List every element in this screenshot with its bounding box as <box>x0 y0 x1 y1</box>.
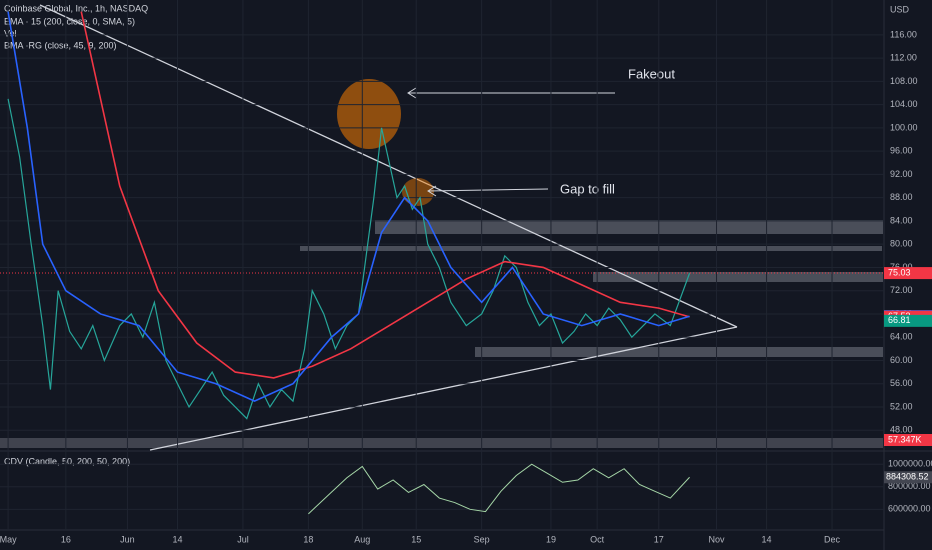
x-tick-label: Jun <box>120 534 135 544</box>
legend-title: Coinbase Global, Inc., 1h, NASDAQ <box>4 3 148 13</box>
y-tick-label: 72.00 <box>890 285 913 295</box>
annotation: Gap to fill <box>560 181 615 196</box>
trendline <box>39 4 738 328</box>
y-tick-label: 112.00 <box>890 53 917 63</box>
y-tick-label: 108.00 <box>890 76 918 86</box>
x-tick-label: 19 <box>546 534 556 544</box>
volume-zone <box>0 438 883 448</box>
zone <box>593 272 883 282</box>
x-tick-label: May <box>0 534 17 544</box>
x-tick-label: Jul <box>237 534 249 544</box>
x-tick-label: 16 <box>61 534 71 544</box>
y-tick-label: 64.00 <box>890 332 913 342</box>
y-tick-label: 600000.00 <box>888 504 931 514</box>
y-tick-label: 80.00 <box>890 239 913 249</box>
x-tick-label: Aug <box>354 534 370 544</box>
y-tick-label: 84.00 <box>890 215 913 225</box>
y-tick-label: 1000000.00 <box>888 459 932 469</box>
y-tick-label: 48.00 <box>890 425 913 435</box>
currency: USD <box>890 4 910 14</box>
y-tick-label: 60.00 <box>890 355 913 365</box>
y-tick-label: 96.00 <box>890 146 913 156</box>
price-badge-label: 75.03 <box>888 267 911 277</box>
line <box>7 11 690 403</box>
annotation: Fakeout <box>628 66 675 81</box>
zone <box>475 347 883 357</box>
y-tick-label: 88.00 <box>890 192 913 202</box>
x-tick-label: 15 <box>411 534 421 544</box>
arrow-head <box>407 87 417 99</box>
cdv-label: CDV (Candle, 50, 200, 50, 200) <box>4 456 130 466</box>
y-tick-label: 116.00 <box>890 29 917 39</box>
x-tick-label: 14 <box>172 534 182 544</box>
x-tick-label: Nov <box>709 534 726 544</box>
legend-indicator: BMA ·RG (close, 45, 9, 200) <box>4 40 117 50</box>
arrow-head <box>427 185 437 197</box>
y-tick-label: 100.00 <box>890 122 918 132</box>
cdv-badge <box>884 471 932 484</box>
x-tick-label: 14 <box>762 534 772 544</box>
x-tick-label: 18 <box>303 534 313 544</box>
price-badge <box>884 267 932 280</box>
legend-indicator: Vol <box>4 28 17 38</box>
y-tick-label: 800000.00 <box>888 481 931 491</box>
line <box>308 463 690 515</box>
cdv-badge-label: 884308.52 <box>886 472 929 482</box>
x-tick-label: Oct <box>590 534 605 544</box>
trendline <box>149 326 738 451</box>
legend-indicator: EMA · 15 (200, close, 0, SMA, 5) <box>4 16 135 26</box>
zone <box>300 246 882 251</box>
arrow <box>427 188 549 192</box>
x-tick-label: Sep <box>474 534 490 544</box>
line <box>80 11 690 379</box>
y-tick-label: 104.00 <box>890 99 918 109</box>
gap-circle <box>402 178 434 206</box>
price-badge-label: 66.81 <box>888 315 911 325</box>
y-tick-label: 56.00 <box>890 378 913 388</box>
x-tick-label: Dec <box>824 534 841 544</box>
badge <box>884 434 932 446</box>
y-tick-label: 76.00 <box>890 262 913 272</box>
fakeout-circle <box>337 79 401 149</box>
volume-badge: 57.347K <box>888 434 922 444</box>
zone <box>375 220 883 234</box>
x-tick-label: 17 <box>654 534 664 544</box>
price-badge <box>884 314 932 327</box>
y-tick-label: 92.00 <box>890 169 913 179</box>
y-tick-label: 52.00 <box>890 401 913 411</box>
